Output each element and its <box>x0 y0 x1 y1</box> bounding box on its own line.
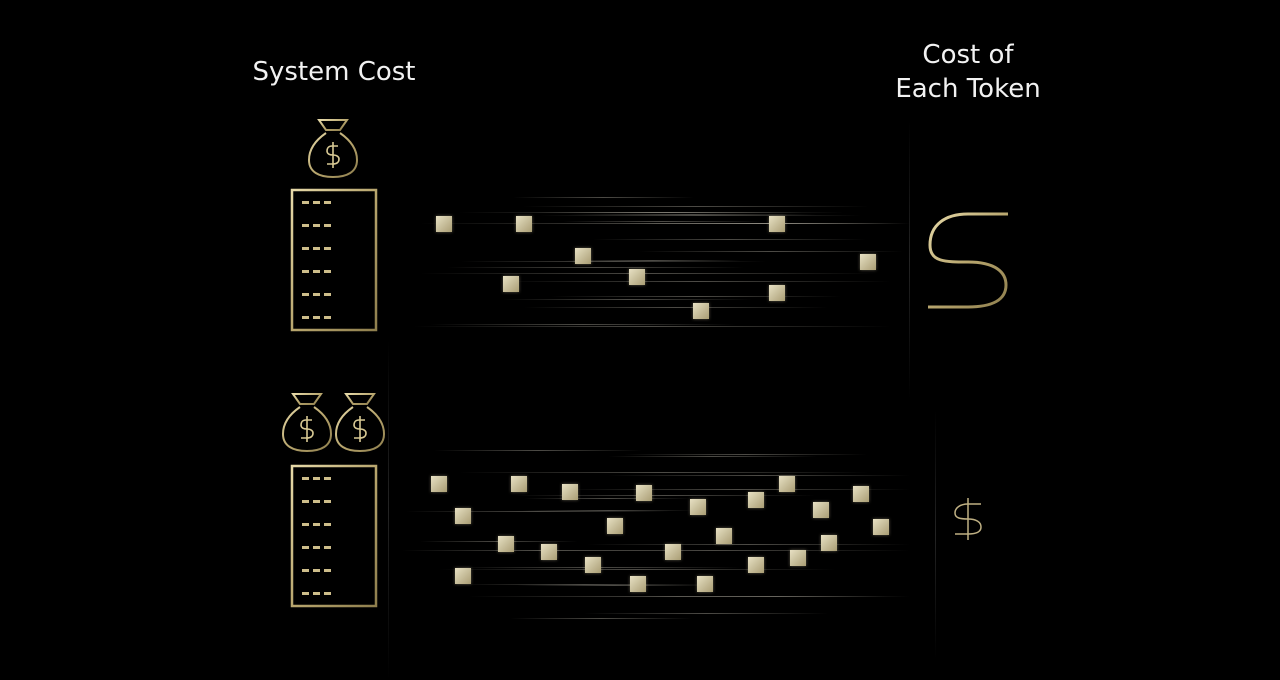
token-square-icon <box>636 485 652 501</box>
motion-streak <box>512 196 695 198</box>
token-square-icon <box>585 557 601 573</box>
token-square-icon <box>813 502 829 518</box>
money-bag-icon <box>308 119 358 178</box>
token-square-icon <box>697 576 713 592</box>
motion-streak <box>434 450 642 452</box>
token-square-icon <box>873 519 889 535</box>
motion-streak <box>565 489 910 491</box>
motion-streak <box>522 510 695 512</box>
motion-streak <box>460 260 767 262</box>
token-square-icon <box>511 476 527 492</box>
token-square-icon <box>436 216 452 232</box>
motion-streak <box>523 307 828 309</box>
motion-streak <box>514 549 910 551</box>
token-square-icon <box>748 557 764 573</box>
token-square-icon <box>455 568 471 584</box>
money-bag-icon <box>282 393 332 452</box>
motion-streak <box>503 280 892 282</box>
token-square-icon <box>716 528 732 544</box>
token-square-icon <box>665 544 681 560</box>
motion-streak <box>412 325 892 327</box>
token-square-icon <box>860 254 876 270</box>
motion-streak <box>458 212 844 214</box>
motion-streak <box>563 221 761 223</box>
motion-streak <box>517 584 712 586</box>
motion-streak <box>567 213 817 215</box>
dollar-icon-small <box>954 498 982 540</box>
motion-streak <box>607 474 910 476</box>
token-square-icon <box>562 484 578 500</box>
motion-streak <box>550 296 842 298</box>
token-square-icon <box>607 518 623 534</box>
motion-streak <box>523 497 692 499</box>
token-square-icon <box>779 476 795 492</box>
token-square-icon <box>629 269 645 285</box>
token-square-icon <box>575 248 591 264</box>
motion-streak <box>419 223 895 225</box>
motion-streak <box>621 223 910 225</box>
token-square-icon <box>790 550 806 566</box>
token-square-icon <box>769 216 785 232</box>
motion-streak <box>467 595 886 597</box>
cost-per-token-heading: Cost of Each Token <box>895 40 1041 104</box>
token-square-icon <box>853 486 869 502</box>
token-square-icon <box>431 476 447 492</box>
motion-streak <box>624 454 867 456</box>
token-square-icon <box>630 576 646 592</box>
motion-streak <box>419 272 878 274</box>
system-cost-heading: System Cost <box>252 57 416 87</box>
motion-streak <box>540 214 861 216</box>
server-rack-icon <box>290 464 378 608</box>
motion-streak <box>586 544 910 546</box>
motion-streak <box>438 568 837 570</box>
motion-streak <box>430 323 736 325</box>
token-square-icon <box>503 276 519 292</box>
motion-streak <box>406 510 670 512</box>
token-square-icon <box>541 544 557 560</box>
motion-streak <box>584 612 828 614</box>
motion-streak <box>447 267 744 269</box>
token-square-icon <box>748 492 764 508</box>
token-square-icon <box>769 285 785 301</box>
motion-streak <box>510 618 692 620</box>
token-square-icon <box>516 216 532 232</box>
motion-streak <box>401 549 678 551</box>
token-square-icon <box>498 536 514 552</box>
divider <box>935 410 936 660</box>
motion-streak <box>593 239 867 240</box>
motion-streak <box>536 211 803 213</box>
money-bag-icon <box>335 393 385 452</box>
token-square-icon <box>455 508 471 524</box>
divider <box>388 340 389 680</box>
motion-streak <box>457 584 712 586</box>
token-square-icon <box>690 499 706 515</box>
motion-streak <box>638 251 903 253</box>
motion-streak <box>522 206 869 208</box>
motion-streak <box>607 456 817 458</box>
server-rack-icon <box>290 188 378 332</box>
motion-streak <box>502 299 753 301</box>
motion-streak <box>564 259 742 261</box>
motion-streak <box>642 596 910 598</box>
token-square-icon <box>693 303 709 319</box>
motion-streak <box>459 472 870 474</box>
dollar-icon-large <box>928 197 1008 325</box>
divider <box>909 120 910 400</box>
motion-streak <box>512 494 817 496</box>
token-square-icon <box>821 535 837 551</box>
